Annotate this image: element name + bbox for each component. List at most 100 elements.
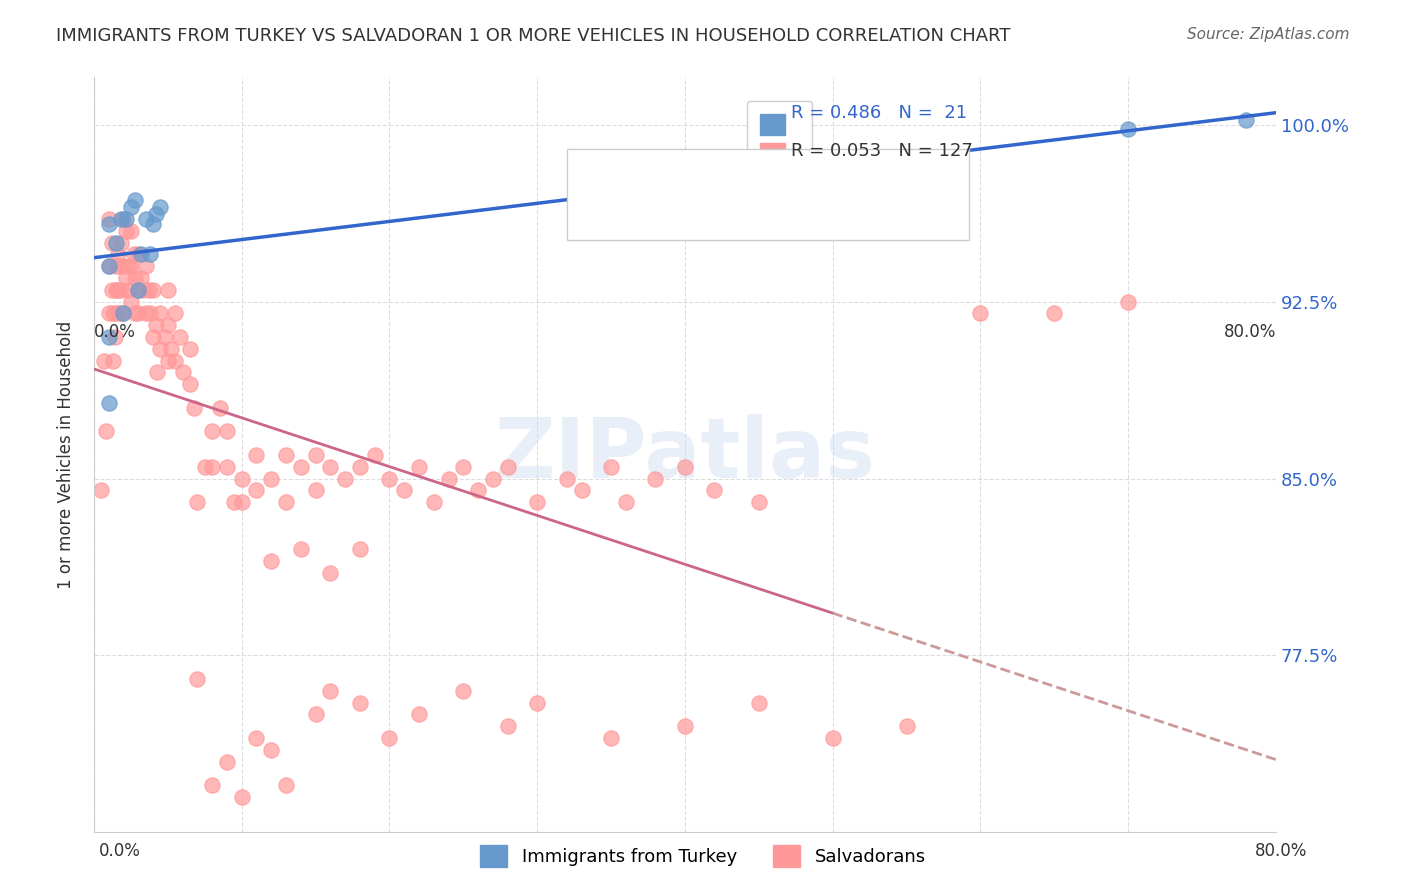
Point bbox=[135, 212, 157, 227]
Point bbox=[118, 259, 141, 273]
Point bbox=[467, 483, 489, 498]
Point bbox=[115, 224, 138, 238]
Point bbox=[142, 217, 165, 231]
Point bbox=[208, 401, 231, 415]
Point bbox=[349, 696, 371, 710]
Point bbox=[186, 495, 208, 509]
Point bbox=[183, 401, 205, 415]
Point bbox=[101, 353, 124, 368]
Y-axis label: 1 or more Vehicles in Household: 1 or more Vehicles in Household bbox=[58, 321, 75, 589]
Point bbox=[139, 247, 162, 261]
Point bbox=[120, 259, 142, 273]
Point bbox=[97, 212, 120, 227]
Point bbox=[101, 306, 124, 320]
Point bbox=[186, 672, 208, 686]
Point bbox=[108, 259, 131, 273]
Point bbox=[179, 377, 201, 392]
Point bbox=[110, 212, 132, 227]
Point bbox=[97, 259, 120, 273]
Point bbox=[120, 224, 142, 238]
Point bbox=[149, 342, 172, 356]
Point bbox=[146, 365, 169, 379]
Point bbox=[496, 459, 519, 474]
Point bbox=[110, 283, 132, 297]
Text: 80.0%: 80.0% bbox=[1256, 842, 1308, 860]
Point bbox=[139, 306, 162, 320]
Point bbox=[245, 448, 267, 462]
Point bbox=[290, 459, 312, 474]
Text: 0.0%: 0.0% bbox=[98, 842, 141, 860]
Point bbox=[127, 283, 149, 297]
Point bbox=[349, 542, 371, 557]
Point bbox=[408, 707, 430, 722]
Point bbox=[93, 353, 115, 368]
Point bbox=[165, 306, 187, 320]
Point bbox=[571, 483, 593, 498]
Legend: , : , bbox=[747, 101, 813, 177]
Point bbox=[201, 425, 224, 439]
Point bbox=[363, 448, 385, 462]
Point bbox=[319, 566, 342, 580]
Point bbox=[304, 707, 326, 722]
Point bbox=[245, 731, 267, 745]
Point bbox=[97, 306, 120, 320]
Point bbox=[748, 495, 770, 509]
Point bbox=[107, 283, 129, 297]
Point bbox=[274, 495, 297, 509]
Point bbox=[703, 483, 725, 498]
Point bbox=[115, 212, 138, 227]
Point bbox=[969, 306, 991, 320]
Point bbox=[408, 459, 430, 474]
Point bbox=[245, 483, 267, 498]
Point bbox=[201, 778, 224, 792]
Point bbox=[149, 200, 172, 214]
Point bbox=[274, 778, 297, 792]
Point bbox=[120, 200, 142, 214]
Point bbox=[105, 306, 128, 320]
Point bbox=[129, 271, 152, 285]
Point bbox=[97, 259, 120, 273]
Point bbox=[496, 719, 519, 733]
Point bbox=[392, 483, 415, 498]
Point bbox=[378, 471, 401, 485]
Point bbox=[1116, 294, 1139, 309]
Point bbox=[108, 306, 131, 320]
Point bbox=[112, 306, 135, 320]
Point bbox=[135, 306, 157, 320]
Text: IMMIGRANTS FROM TURKEY VS SALVADORAN 1 OR MORE VEHICLES IN HOUSEHOLD CORRELATION: IMMIGRANTS FROM TURKEY VS SALVADORAN 1 O… bbox=[56, 27, 1011, 45]
Point bbox=[260, 471, 283, 485]
Point bbox=[423, 495, 446, 509]
Point bbox=[600, 731, 623, 745]
Point bbox=[142, 283, 165, 297]
Point bbox=[231, 495, 253, 509]
Point bbox=[105, 283, 128, 297]
Text: R = 0.486   N =  21: R = 0.486 N = 21 bbox=[792, 103, 967, 122]
Point bbox=[138, 283, 160, 297]
Point bbox=[319, 459, 342, 474]
Point bbox=[290, 542, 312, 557]
Point bbox=[224, 495, 246, 509]
Point bbox=[124, 193, 146, 207]
Point bbox=[112, 306, 135, 320]
Point bbox=[644, 471, 666, 485]
FancyBboxPatch shape bbox=[567, 149, 969, 240]
Point bbox=[129, 247, 152, 261]
Point bbox=[673, 459, 696, 474]
Point bbox=[110, 235, 132, 250]
Point bbox=[215, 425, 238, 439]
Point bbox=[120, 294, 142, 309]
Point bbox=[97, 217, 120, 231]
Point bbox=[600, 459, 623, 474]
Point bbox=[896, 719, 918, 733]
Point bbox=[333, 471, 356, 485]
Point bbox=[194, 459, 217, 474]
Point bbox=[172, 365, 194, 379]
Point bbox=[821, 165, 844, 179]
Point bbox=[215, 459, 238, 474]
Text: 0.0%: 0.0% bbox=[94, 323, 136, 341]
Point bbox=[274, 448, 297, 462]
Point bbox=[100, 235, 122, 250]
Point bbox=[127, 283, 149, 297]
Point bbox=[124, 306, 146, 320]
Point bbox=[304, 448, 326, 462]
